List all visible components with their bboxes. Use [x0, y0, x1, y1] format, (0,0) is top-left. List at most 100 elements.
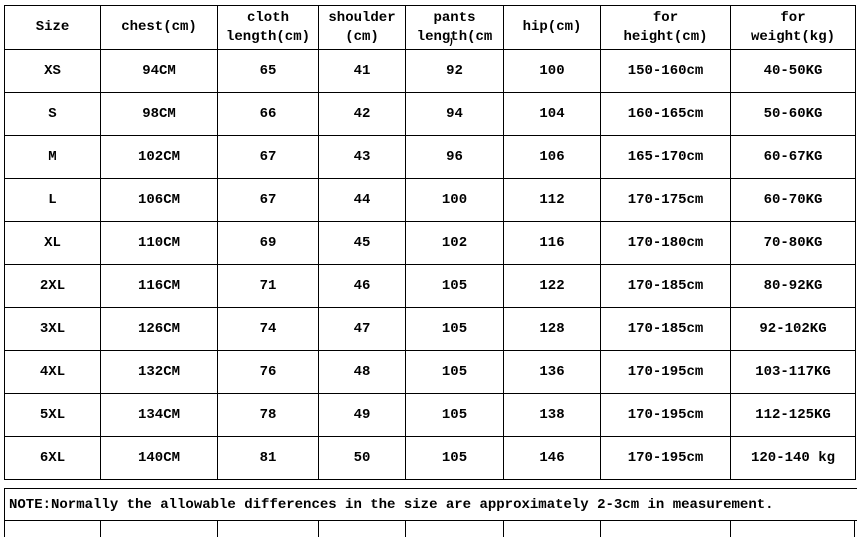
- table-cell: 122: [503, 264, 601, 308]
- table-cell: 104: [503, 92, 601, 136]
- table-cell: 170-195cm: [600, 393, 731, 437]
- table-cell: 138: [503, 393, 601, 437]
- table-cell: 120-140 kg: [730, 436, 856, 480]
- table-cell: 128: [503, 307, 601, 351]
- size-cell: 2XL: [4, 264, 101, 308]
- table-cell: 126CM: [100, 307, 218, 351]
- table-cell: 96: [405, 135, 504, 179]
- table-cell: 67: [217, 178, 319, 222]
- size-chart-table: Size chest(cm) cloth length(cm) shoulder (c…: [4, 5, 856, 480]
- table-cell: 165-170cm: [600, 135, 731, 179]
- clipped-cell: [601, 521, 731, 537]
- table-row: XL 110CM 69 45 102 116 170-180cm 70-80KG: [4, 221, 856, 265]
- table-body: XS 94CM 65 41 92 100 150-160cm 40-50KG S 98CM 66 42…: [4, 49, 856, 480]
- note-text: NOTE:Normally the allowable differences …: [9, 496, 774, 513]
- table-cell: 146: [503, 436, 601, 480]
- table-cell: 46: [318, 264, 406, 308]
- table-cell: 67: [217, 135, 319, 179]
- size-cell: 6XL: [4, 436, 101, 480]
- column-header: chest(cm): [100, 5, 218, 50]
- table-cell: 60-67KG: [730, 135, 856, 179]
- table-cell: 50: [318, 436, 406, 480]
- table-cell: 150-160cm: [600, 49, 731, 93]
- table-cell: 41: [318, 49, 406, 93]
- note-row: NOTE:Normally the allowable differences …: [4, 488, 857, 521]
- column-header: shoulder (cm): [318, 5, 406, 50]
- table-cell: 102CM: [100, 135, 218, 179]
- size-cell: M: [4, 135, 101, 179]
- table-cell: 112-125KG: [730, 393, 856, 437]
- table-cell: 106CM: [100, 178, 218, 222]
- table-cell: 170-195cm: [600, 350, 731, 394]
- table-cell: 76: [217, 350, 319, 394]
- table-cell: 65: [217, 49, 319, 93]
- table-cell: 105: [405, 436, 504, 480]
- table-cell: 102: [405, 221, 504, 265]
- table-cell: 132CM: [100, 350, 218, 394]
- table-cell: 110CM: [100, 221, 218, 265]
- table-cell: 69: [217, 221, 319, 265]
- table-cell: 170-185cm: [600, 264, 731, 308]
- size-cell: XS: [4, 49, 101, 93]
- table-cell: 116: [503, 221, 601, 265]
- table-cell: 100: [503, 49, 601, 93]
- table-cell: 140CM: [100, 436, 218, 480]
- column-header: hip(cm): [503, 5, 601, 50]
- table-cell: 134CM: [100, 393, 218, 437]
- size-cell: L: [4, 178, 101, 222]
- table-cell: 106: [503, 135, 601, 179]
- size-cell: 3XL: [4, 307, 101, 351]
- table-cell: 60-70KG: [730, 178, 856, 222]
- table-cell: 45: [318, 221, 406, 265]
- table-cell: 170-180cm: [600, 221, 731, 265]
- table-row: L 106CM 67 44 100 112 170-175cm 60-70KG: [4, 178, 856, 222]
- table-row: M 102CM 67 43 96 106 165-170cm 60-67KG: [4, 135, 856, 179]
- table-cell: 74: [217, 307, 319, 351]
- table-cell: 49: [318, 393, 406, 437]
- table-cell: 100: [405, 178, 504, 222]
- table-cell: 170-195cm: [600, 436, 731, 480]
- table-row: S 98CM 66 42 94 104 160-165cm 50-60KG: [4, 92, 856, 136]
- table-row: 3XL 126CM 74 47 105 128 170-185cm 92-102KG: [4, 307, 856, 351]
- table-cell: 42: [318, 92, 406, 136]
- table-cell: 170-185cm: [600, 307, 731, 351]
- table-cell: 103-117KG: [730, 350, 856, 394]
- table-cell: 66: [217, 92, 319, 136]
- table-cell: 44: [318, 178, 406, 222]
- table-cell: 50-60KG: [730, 92, 856, 136]
- size-cell: XL: [4, 221, 101, 265]
- clipped-row: [4, 521, 855, 537]
- column-header: pants length(cm: [405, 5, 504, 50]
- table-row: 6XL 140CM 81 50 105 146 170-195cm 120-140 kg: [4, 436, 856, 480]
- header-row: Size chest(cm) cloth length(cm) shoulder (c…: [4, 5, 856, 50]
- table-cell: 80-92KG: [730, 264, 856, 308]
- table-cell: 43: [318, 135, 406, 179]
- table-cell: 116CM: [100, 264, 218, 308]
- table-cell: 105: [405, 350, 504, 394]
- column-header: for weight(kg): [730, 5, 856, 50]
- table-cell: 71: [217, 264, 319, 308]
- size-cell: 5XL: [4, 393, 101, 437]
- clipped-cell: [101, 521, 218, 537]
- table-cell: 136: [503, 350, 601, 394]
- table-cell: 92: [405, 49, 504, 93]
- clipped-cell: [406, 521, 504, 537]
- column-header: cloth length(cm): [217, 5, 319, 50]
- clipped-cell: [731, 521, 855, 537]
- table-row: 4XL 132CM 76 48 105 136 170-195cm 103-117KG: [4, 350, 856, 394]
- clipped-cell: [218, 521, 319, 537]
- column-header: Size: [4, 5, 101, 50]
- table-cell: 105: [405, 393, 504, 437]
- table-cell: 81: [217, 436, 319, 480]
- table-cell: 94: [405, 92, 504, 136]
- table-cell: 94CM: [100, 49, 218, 93]
- size-cell: S: [4, 92, 101, 136]
- clipped-cell: [504, 521, 601, 537]
- table-cell: 98CM: [100, 92, 218, 136]
- table-row: 5XL 134CM 78 49 105 138 170-195cm 112-125KG: [4, 393, 856, 437]
- table-cell: 47: [318, 307, 406, 351]
- table-cell: 105: [405, 307, 504, 351]
- table-cell: 112: [503, 178, 601, 222]
- table-row: 2XL 116CM 71 46 105 122 170-185cm 80-92KG: [4, 264, 856, 308]
- table-cell: 105: [405, 264, 504, 308]
